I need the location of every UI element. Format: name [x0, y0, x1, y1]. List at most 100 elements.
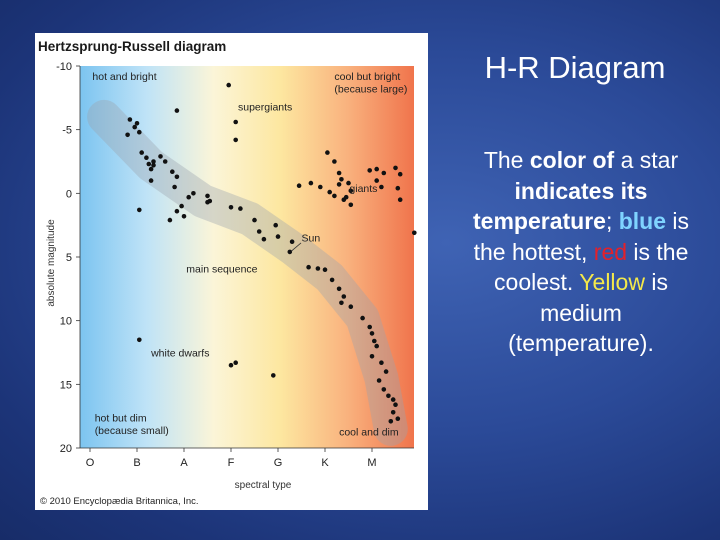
- y-tick-label: 20: [60, 443, 72, 455]
- chart-annotations: hot and bright cool but bright(because la…: [92, 71, 407, 438]
- star-point: [191, 191, 196, 196]
- star-point: [360, 315, 365, 321]
- star-point: [186, 194, 191, 200]
- star-point: [132, 124, 137, 130]
- star-point: [146, 161, 152, 167]
- x-tick-label: O: [86, 457, 95, 469]
- word-red: red: [593, 238, 628, 265]
- y-tick-label: 0: [66, 188, 72, 200]
- star-point: [174, 208, 180, 214]
- star-point: [393, 402, 398, 408]
- star-point: [390, 410, 396, 415]
- star-point: [336, 170, 342, 176]
- star-point: [348, 202, 354, 208]
- star-point: [238, 206, 243, 211]
- main-sequence-band: [87, 99, 408, 446]
- star-point: [158, 154, 163, 159]
- star-point: [148, 178, 154, 183]
- star-points: [125, 82, 417, 424]
- star-point: [151, 163, 156, 168]
- star-point: [233, 137, 238, 143]
- sun-leader-line: [290, 242, 302, 252]
- y-tick-label: 10: [60, 316, 72, 328]
- star-point: [369, 331, 375, 336]
- star-point: [341, 294, 347, 299]
- chart-annotation: main sequence: [186, 263, 257, 275]
- star-point: [372, 338, 377, 344]
- star-point: [271, 373, 276, 378]
- star-point: [336, 286, 342, 292]
- star-point: [339, 300, 344, 306]
- star-point: [137, 337, 142, 343]
- chart-annotation: cool but bright: [334, 71, 400, 83]
- star-point: [261, 236, 267, 242]
- plot-area: [80, 66, 414, 448]
- chart-annotation: giants: [349, 183, 377, 195]
- star-point: [374, 343, 380, 349]
- body-text-2: a star: [614, 147, 679, 173]
- star-point: [367, 168, 373, 173]
- word-yellow: Yellow: [579, 269, 645, 295]
- star-point: [148, 166, 154, 172]
- star-point: [179, 203, 184, 209]
- x-tick-label: G: [274, 457, 283, 469]
- star-point: [332, 193, 337, 199]
- star-point: [329, 277, 335, 283]
- star-point: [386, 393, 391, 399]
- star-point: [287, 249, 293, 255]
- body-emph-temperature: indicates its temperature: [473, 177, 648, 235]
- star-point: [339, 177, 344, 182]
- star-point: [228, 362, 234, 368]
- star-point: [381, 387, 387, 392]
- star-point: [318, 184, 323, 190]
- star-point: [172, 184, 177, 190]
- chart-title: Hertzsprung-Russell diagram: [38, 39, 226, 54]
- star-point: [397, 171, 403, 177]
- star-point: [332, 159, 337, 164]
- chart-annotation: cool and dim: [339, 426, 399, 438]
- star-point: [381, 170, 387, 176]
- star-point: [383, 369, 389, 374]
- star-point: [252, 217, 257, 223]
- star-point: [151, 159, 156, 164]
- star-point: [275, 234, 281, 239]
- star-point: [137, 129, 142, 135]
- body-text-6: is medium (temperature).: [508, 269, 668, 356]
- star-point: [174, 174, 180, 180]
- star-point: [134, 121, 140, 126]
- chart-annotation: white dwarfs: [150, 347, 209, 359]
- star-point: [367, 324, 373, 330]
- body-text-4: is the hottest,: [473, 208, 689, 265]
- star-point: [170, 169, 175, 174]
- body-text-3: ;: [605, 208, 619, 234]
- star-point: [167, 217, 173, 223]
- x-tick-label: B: [133, 457, 140, 469]
- y-tick-label: -10: [56, 61, 72, 73]
- star-point: [325, 150, 330, 155]
- star-point: [228, 205, 234, 210]
- star-point: [256, 229, 262, 234]
- x-tick-label: A: [180, 457, 188, 469]
- star-point: [348, 304, 354, 310]
- x-tick-label: M: [367, 457, 376, 469]
- star-point: [397, 197, 403, 202]
- star-point: [315, 266, 321, 271]
- star-point: [233, 119, 238, 125]
- star-point: [390, 397, 396, 402]
- slide-body-text: The color of a star indicates its temper…: [470, 145, 692, 359]
- x-axis-label: spectral type: [235, 480, 292, 491]
- body-emph-color: color of: [529, 147, 615, 173]
- star-point: [379, 360, 384, 366]
- star-point: [395, 416, 401, 422]
- star-point: [127, 117, 133, 122]
- chart-annotation: Sun: [302, 233, 321, 245]
- word-blue: blue: [618, 208, 666, 234]
- chart-annotation: hot and bright: [92, 71, 156, 83]
- star-point: [174, 108, 180, 113]
- star-point: [205, 193, 210, 199]
- star-point: [374, 166, 380, 172]
- star-point: [327, 189, 333, 195]
- star-point: [379, 184, 384, 190]
- star-point: [341, 197, 347, 202]
